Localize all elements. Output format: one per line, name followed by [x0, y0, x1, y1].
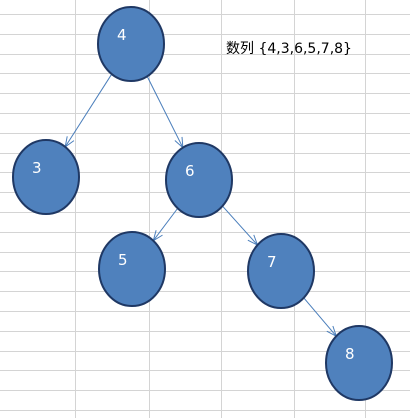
- node-3: 3: [12, 139, 80, 215]
- edge-n6-to-n7: [221, 204, 258, 245]
- node-circle: [247, 233, 315, 309]
- node-label: 5: [118, 251, 128, 269]
- node-circle: [98, 231, 166, 307]
- node-circle: [12, 139, 80, 215]
- edge-n4-to-n3: [65, 72, 113, 147]
- node-circle: [97, 6, 165, 82]
- node-label: 7: [267, 253, 277, 271]
- node-circle: [325, 325, 393, 401]
- edge-n7-to-n8: [302, 296, 336, 336]
- node-label: 3: [32, 159, 42, 177]
- node-5: 5: [98, 231, 166, 307]
- node-label: 6: [185, 162, 195, 180]
- sequence-label: 数列 {4,3,6,5,7,8}: [226, 41, 352, 57]
- node-7: 7: [247, 233, 315, 309]
- tree-nodes: 4 3 6 5 7 8: [12, 6, 393, 401]
- node-circle: [165, 142, 233, 218]
- node-label: 4: [117, 26, 127, 44]
- node-4: 4: [97, 6, 165, 82]
- node-6: 6: [165, 142, 233, 218]
- edge-n6-to-n5: [153, 207, 179, 241]
- node-8: 8: [325, 325, 393, 401]
- edge-n4-to-n6: [146, 75, 183, 147]
- node-label: 8: [345, 345, 355, 363]
- tree-edges: [65, 72, 336, 336]
